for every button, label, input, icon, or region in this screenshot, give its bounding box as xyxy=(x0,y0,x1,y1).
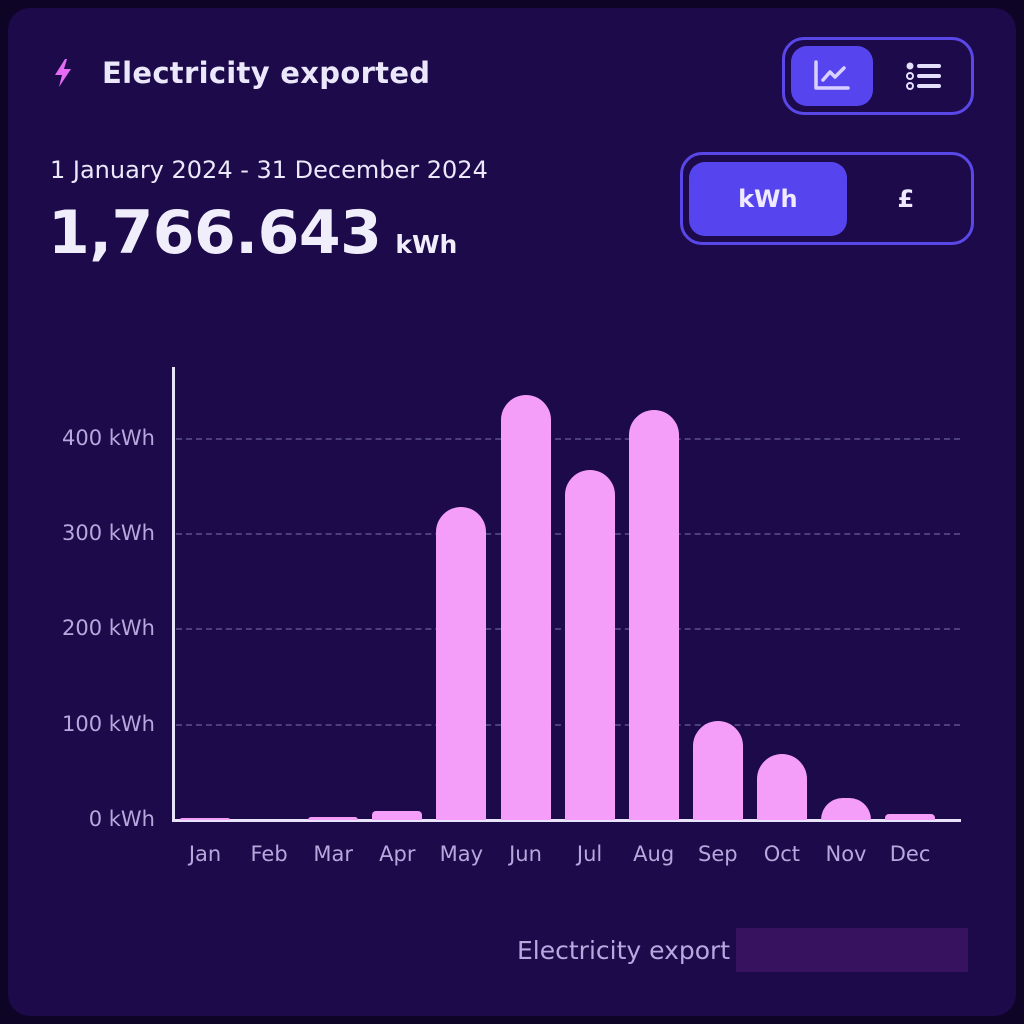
x-tick-label: Jul xyxy=(576,842,603,866)
y-tick-label: 0 kWh xyxy=(88,807,155,831)
bar-may[interactable] xyxy=(436,507,487,820)
legend-label: Electricity export xyxy=(517,935,731,965)
total-unit: kWh xyxy=(395,230,458,259)
list-view-button[interactable] xyxy=(883,46,965,106)
x-tick-label: Jan xyxy=(188,842,222,866)
bar-jul[interactable] xyxy=(564,470,615,820)
gridline xyxy=(176,437,960,440)
chart-view-button[interactable] xyxy=(791,46,873,106)
y-axis xyxy=(172,367,175,822)
x-tick-label: Oct xyxy=(763,842,801,866)
x-tick-label: Sep xyxy=(698,842,738,866)
bar-nov[interactable] xyxy=(821,798,871,820)
total-export: 1,766.643 kWh xyxy=(48,198,457,268)
header: Electricity exported xyxy=(52,56,430,90)
bar-dec[interactable] xyxy=(885,814,936,820)
y-tick-label: 200 kWh xyxy=(62,616,155,641)
x-tick-label: Aug xyxy=(633,842,675,866)
x-tick-label: Jun xyxy=(509,842,542,866)
bar-mar[interactable] xyxy=(308,817,359,820)
x-tick-label: Nov xyxy=(825,842,867,866)
bar-jan[interactable] xyxy=(180,818,230,820)
line-chart-icon xyxy=(814,60,850,90)
list-icon xyxy=(906,62,941,90)
bar-oct[interactable] xyxy=(756,754,807,820)
y-tick-label: 400 kWh xyxy=(62,425,155,450)
x-tick-label: Apr xyxy=(379,842,416,866)
y-tick-label: 300 kWh xyxy=(62,521,155,546)
date-range: 1 January 2024 - 31 December 2024 xyxy=(50,156,488,184)
lightning-bolt-icon xyxy=(55,59,71,87)
unit-pounds-button[interactable]: £ xyxy=(897,184,915,213)
bar-jun[interactable] xyxy=(500,394,551,820)
x-tick-label: Dec xyxy=(889,842,931,866)
bar-apr[interactable] xyxy=(372,811,423,820)
page-title: Electricity exported xyxy=(102,56,431,90)
x-tick-label: May xyxy=(439,842,484,866)
total-value: 1,766.643 xyxy=(48,198,382,268)
view-toggle xyxy=(782,37,974,115)
x-tick-label: Feb xyxy=(250,842,288,866)
bar-sep[interactable] xyxy=(692,720,743,820)
legend: Electricity export xyxy=(517,928,969,972)
legend-swatch xyxy=(736,928,969,972)
unit-toggle: kWh £ xyxy=(680,152,974,245)
y-tick-label: 100 kWh xyxy=(62,711,155,736)
bar-aug[interactable] xyxy=(628,410,679,820)
x-tick-label: Mar xyxy=(313,842,353,866)
unit-kwh-button[interactable]: kWh xyxy=(689,161,847,236)
x-axis xyxy=(172,819,961,822)
